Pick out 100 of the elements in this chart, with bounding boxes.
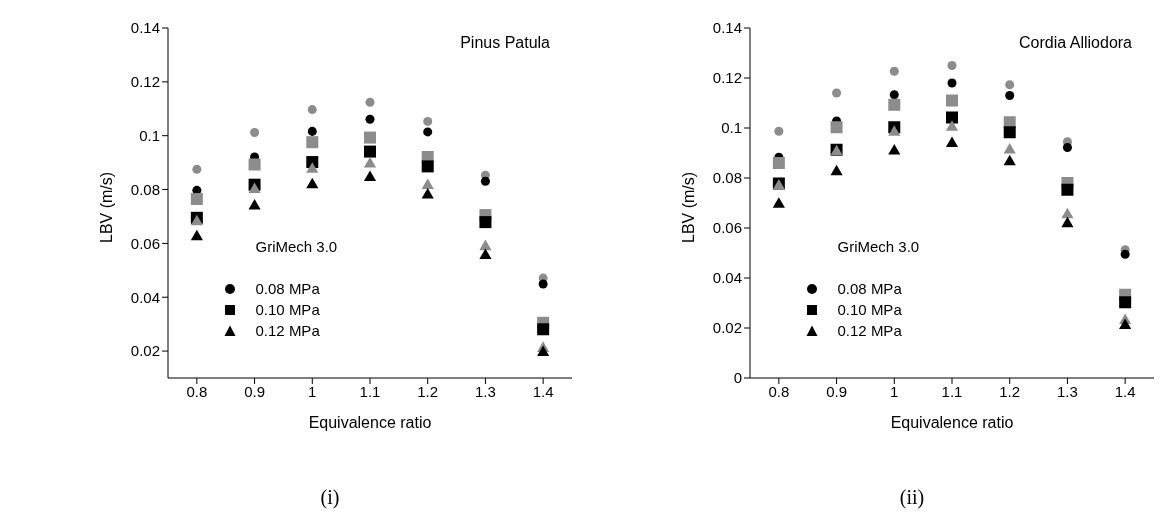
point [1005,80,1015,90]
x-tick-label: 1.3 [1057,382,1078,400]
point [888,98,901,111]
point [1061,216,1074,228]
point [1062,142,1072,153]
x-tick-label: 1 [308,382,317,400]
point [1119,296,1132,309]
legend-label: 0.12 MPa [837,321,902,341]
y-tick-label: 0.04 [130,288,160,306]
x-axis-title: Equivalence ratio [308,414,432,431]
point [1061,207,1074,219]
point [889,90,899,100]
point [888,143,901,155]
point [1005,90,1015,101]
x-axis-title: Equivalence ratio [890,414,1014,431]
point [537,345,550,356]
y-tick-label: 0.1 [139,127,160,145]
point [830,164,843,176]
point [946,111,958,124]
legend-title: GriMech 3.0 [836,237,920,257]
point [248,158,261,171]
x-tick-label: 0.8 [768,382,790,400]
point [1003,126,1016,139]
y-axis-title: LBV (m/s) [97,171,115,243]
point [363,170,377,181]
point [423,127,433,137]
y-tick-label: 0.06 [712,219,742,237]
y-tick-label: 0.04 [712,269,742,287]
x-tick-label: 1.1 [359,382,381,400]
point [248,182,261,194]
point [190,229,203,241]
y-tick-label: 0.12 [712,69,742,87]
y-tick-label: 0.1 [721,119,742,137]
y-tick-label: 0.12 [130,73,160,91]
point [480,176,490,186]
y-tick-label: 0.08 [712,169,742,187]
y-tick-label: 0.08 [130,180,160,198]
x-tick-label: 0.9 [826,382,847,400]
point [479,248,492,260]
y-tick-label: 0.14 [712,19,742,37]
point [538,279,548,289]
chart-title: Cordia Alliodora [1019,34,1132,52]
point [363,156,377,168]
point [307,105,317,115]
y-tick-label: 0.06 [130,234,160,252]
x-tick-label: 1.2 [999,382,1021,400]
point [306,136,319,149]
x-tick-label: 1.2 [417,382,439,400]
point [365,97,375,107]
legend-label: 0.10 MPa [837,300,902,320]
point [772,157,785,169]
point [830,121,843,134]
point [479,239,492,251]
point [421,178,434,190]
x-tick-label: 0.8 [186,382,208,400]
text: (i) [319,486,341,509]
x-tick-label: 1.4 [532,382,554,400]
point [774,126,784,136]
legend-label: 0.08 MPa [255,279,320,299]
point [888,125,901,136]
y-tick-label: 0.02 [130,342,160,360]
point [364,145,376,158]
point [306,177,319,189]
x-tick-label: 1.3 [475,382,496,400]
legend-title: GriMech 3.0 [254,237,338,257]
point [1003,154,1016,166]
x-tick-label: 1.4 [1114,382,1136,400]
point [1119,318,1132,330]
point [421,187,434,199]
x-tick-label: 1.1 [941,382,963,400]
point [1061,183,1074,196]
point [192,164,202,174]
point [1003,142,1016,154]
point [832,88,842,98]
point [306,162,319,173]
point [307,126,317,136]
y-axis-title: LBV (m/s) [679,171,697,243]
y-tick-label: 0 [733,369,742,387]
point [479,216,492,229]
point [946,94,958,107]
point [421,160,434,173]
point [423,116,433,126]
legend-label: 0.08 MPa [837,279,902,299]
y-tick-label: 0.14 [130,19,160,37]
y-tick-label: 0.02 [712,319,742,337]
legend-label: 0.12 MPa [255,321,320,341]
point [945,136,959,148]
point [364,131,376,144]
chart-title: Pinus Patula [460,34,550,52]
legend-label: 0.10 MPa [255,300,320,320]
point [947,60,957,71]
point [1120,249,1130,259]
x-tick-label: 1 [890,382,899,400]
point [365,114,375,124]
x-tick-label: 0.9 [244,382,265,400]
point [190,192,203,205]
point [947,78,957,88]
point [250,127,260,137]
point [889,66,899,76]
point [945,120,959,131]
